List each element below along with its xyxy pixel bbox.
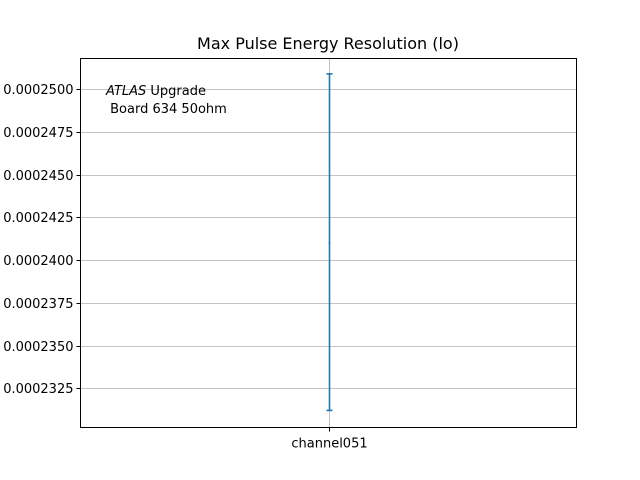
y-axis: 0.0002325 0.0002350 0.0002375 0.0002400 0.00…: [3, 83, 81, 397]
atlas-annotation-italic: ATLAS: [105, 84, 146, 99]
x-axis: channel051: [291, 427, 368, 452]
chart-title: Max Pulse Energy Resolution (lo): [197, 34, 459, 53]
atlas-annotation-line1: Upgrade: [146, 84, 206, 99]
atlas-annotation-line2: Board 634 50ohm: [106, 102, 227, 117]
x-tick-label: channel051: [291, 437, 367, 452]
y-tick-label: 0.0002375: [3, 297, 73, 312]
error-bars: [326, 73, 333, 412]
y-tick-label: 0.0002500: [3, 83, 73, 98]
y-tick-label: 0.0002350: [3, 340, 73, 355]
y-tick-label: 0.0002450: [3, 169, 73, 184]
y-tick-label: 0.0002325: [3, 382, 73, 397]
y-tick-label: 0.0002475: [3, 126, 73, 141]
y-tick-label: 0.0002425: [3, 211, 73, 226]
plot-area-frame: [80, 58, 577, 428]
y-tick-label: 0.0002400: [3, 254, 73, 269]
atlas-annotation: ATLAS Upgrade: [105, 84, 206, 99]
